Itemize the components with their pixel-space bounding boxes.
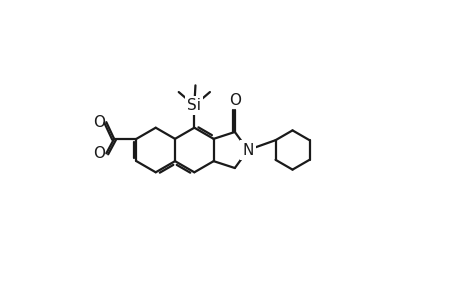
Text: O: O xyxy=(93,146,105,161)
Text: O: O xyxy=(228,93,241,108)
Text: N: N xyxy=(242,142,253,158)
Text: O: O xyxy=(93,115,105,130)
Text: Si: Si xyxy=(187,98,201,113)
